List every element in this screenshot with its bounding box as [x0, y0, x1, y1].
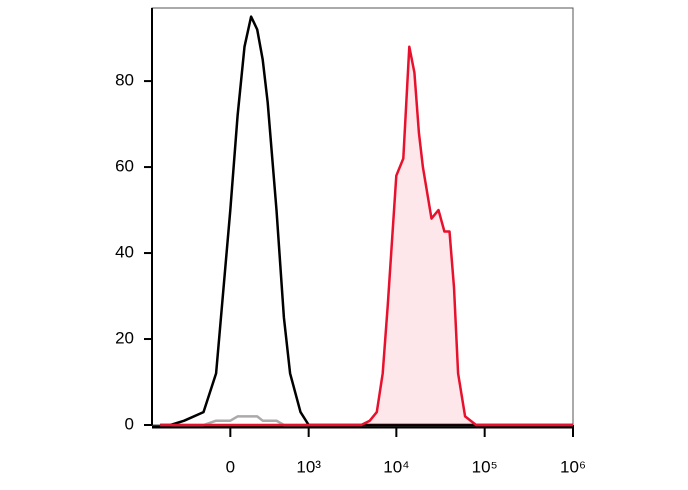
histogram-line	[160, 45, 573, 427]
y-tick-label: 60	[115, 157, 134, 176]
x-tick-label: 10⁶	[560, 457, 586, 476]
x-tick-label: 10³	[296, 457, 321, 476]
x-tick-label: 10⁵	[472, 457, 498, 476]
y-tick-label: 0	[125, 414, 134, 433]
y-tick-label: 80	[115, 71, 134, 90]
y-tick-label: 20	[115, 329, 134, 348]
area-fill	[160, 46, 573, 425]
x-tick-label: 0	[226, 457, 235, 476]
y-tick-label: 40	[115, 243, 134, 262]
x-tick-label: 10⁴	[383, 457, 409, 476]
histogram-line	[160, 15, 573, 427]
plot-frame	[151, 7, 574, 426]
